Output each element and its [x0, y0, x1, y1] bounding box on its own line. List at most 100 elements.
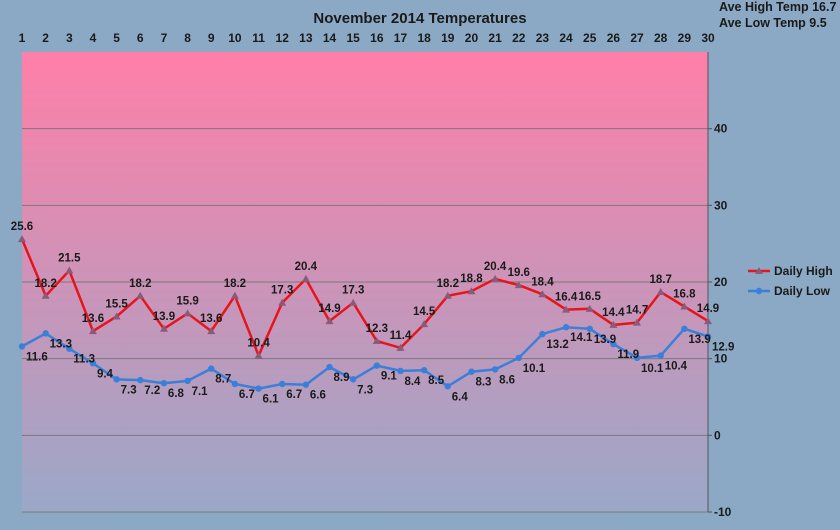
high-point-marker — [112, 312, 121, 320]
low-data-label: 9.4 — [97, 368, 114, 380]
high-data-label: 18.8 — [460, 273, 483, 285]
low-data-label: 11.6 — [26, 351, 48, 363]
low-point-marker — [657, 352, 664, 359]
high-point-marker — [41, 291, 50, 299]
high-data-label: 18.4 — [531, 276, 554, 288]
high-point-marker — [65, 266, 74, 274]
low-point-marker — [373, 362, 381, 369]
ave-high-stat: Ave High Temp 16.7 — [719, 0, 836, 14]
x-tick-label: 24 — [559, 31, 573, 45]
x-tick-label: 4 — [90, 31, 97, 45]
low-point-marker — [704, 333, 712, 340]
y-tick-label: 10 — [714, 352, 728, 366]
low-data-label: 8.5 — [428, 375, 445, 387]
low-data-label: 8.4 — [404, 376, 421, 388]
x-tick-label: 15 — [346, 31, 360, 45]
x-tick-label: 5 — [113, 31, 120, 45]
low-data-label: 8.7 — [215, 374, 231, 386]
high-point-marker — [396, 343, 405, 351]
high-data-label: 10.4 — [247, 338, 270, 350]
low-point-marker — [208, 365, 215, 372]
x-tick-label: 3 — [66, 31, 73, 45]
high-data-label: 13.6 — [200, 313, 222, 325]
legend-swatch-marker — [755, 287, 763, 295]
high-data-label: 18.2 — [34, 278, 56, 290]
low-point-marker — [137, 376, 144, 384]
low-point-marker — [279, 380, 286, 388]
x-tick-label: 10 — [228, 31, 242, 45]
low-point-marker — [420, 366, 428, 374]
low-data-label: 6.1 — [263, 394, 280, 406]
x-axis-ticks: 1 2 3 4 5 6 7 8 9 10 11 12 13 14 15 16 17 18 19 20 21 22 23 24 2… — [19, 31, 715, 45]
x-tick-label: 7 — [161, 31, 168, 45]
high-data-label: 14.9 — [697, 303, 719, 315]
x-tick-label: 13 — [299, 31, 313, 45]
x-tick-label: 18 — [417, 31, 431, 45]
x-tick-label: 1 — [19, 31, 26, 45]
high-point-marker — [443, 291, 452, 299]
low-data-label: 10.1 — [523, 363, 546, 375]
high-data-label: 12.3 — [366, 323, 388, 335]
high-data-label: 19.6 — [508, 267, 530, 279]
low-point-marker — [349, 376, 357, 383]
low-point-marker — [397, 367, 404, 375]
low-data-label: 13.9 — [594, 334, 616, 346]
high-data-label: 21.5 — [58, 253, 81, 265]
low-point-marker — [444, 383, 451, 390]
low-point-marker — [539, 330, 546, 338]
low-point-marker — [160, 380, 168, 387]
high-data-label: 18.2 — [224, 278, 246, 290]
y-tick-label: -10 — [714, 505, 732, 519]
high-point-marker — [680, 302, 689, 310]
high-point-marker — [491, 274, 500, 282]
high-point-marker — [183, 309, 192, 317]
low-data-label: 6.6 — [310, 390, 326, 402]
data-label-group: 25.618.221.513.615.518.213.915.913.618.2… — [11, 221, 735, 406]
low-data-label: 6.7 — [239, 389, 255, 401]
y-tick-label: 0 — [714, 428, 721, 442]
x-tick-label: 6 — [137, 31, 144, 45]
low-point-marker — [255, 385, 262, 392]
high-point-marker — [349, 298, 358, 306]
legend-label: Daily High — [774, 264, 833, 278]
high-data-label: 15.5 — [105, 299, 128, 311]
low-data-label: 10.4 — [665, 361, 688, 373]
low-data-label: 11.9 — [617, 349, 639, 361]
low-point-marker — [610, 340, 617, 348]
low-data-label: 6.7 — [286, 389, 302, 401]
x-tick-label: 23 — [536, 31, 550, 45]
high-data-label: 25.6 — [11, 221, 33, 233]
x-tick-label: 29 — [678, 31, 692, 45]
low-data-label: 6.8 — [168, 388, 185, 400]
low-point-marker — [89, 360, 97, 367]
low-point-marker — [113, 376, 120, 383]
low-point-marker — [326, 363, 333, 371]
y-tick-label: 30 — [714, 198, 728, 212]
low-point-marker — [42, 330, 49, 337]
high-point-marker — [18, 235, 26, 243]
low-data-label: 12.9 — [712, 341, 734, 353]
low-point-marker — [633, 354, 641, 362]
high-data-label: 18.7 — [649, 274, 671, 286]
high-data-label: 17.3 — [271, 285, 293, 297]
x-tick-label: 30 — [701, 31, 715, 45]
high-point-marker — [325, 317, 334, 325]
x-tick-label: 11 — [252, 31, 265, 45]
high-point-marker — [254, 351, 263, 359]
high-data-label: 16.8 — [673, 289, 696, 301]
high-point-marker — [585, 304, 594, 312]
low-point-marker — [184, 377, 191, 385]
high-point-marker — [230, 291, 239, 299]
gridlines — [22, 128, 708, 513]
high-point-marker — [467, 287, 476, 295]
x-tick-label: 9 — [208, 31, 215, 45]
high-point-marker — [633, 318, 642, 326]
low-data-label: 13.9 — [688, 334, 710, 346]
low-point-marker — [491, 366, 499, 373]
high-point-marker — [609, 320, 618, 328]
high-data-label: 14.4 — [602, 307, 625, 319]
y-tick-label: 40 — [714, 122, 728, 136]
low-data-label: 9.1 — [381, 371, 398, 383]
low-data-label: 13.3 — [50, 338, 72, 350]
high-point-marker — [207, 327, 216, 335]
